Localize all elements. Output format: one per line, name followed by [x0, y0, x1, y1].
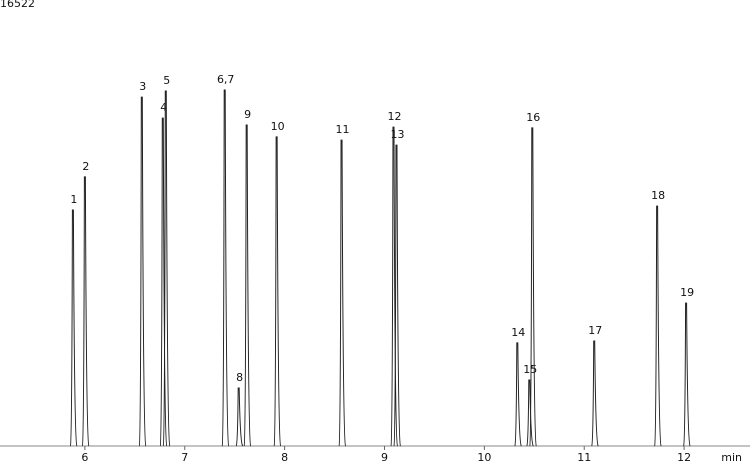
x-tick-label: 10: [477, 451, 491, 464]
peak-label: 1: [70, 193, 77, 206]
peak-label: 17: [588, 324, 602, 337]
peak-label: 5: [163, 74, 170, 87]
peak-label: 9: [244, 108, 251, 121]
peak-label: 4: [160, 101, 167, 114]
peak-label: 19: [680, 286, 694, 299]
y-tick-label: 16522: [0, 0, 35, 10]
peak: [683, 302, 691, 447]
peak: [591, 340, 599, 447]
peak: [69, 209, 78, 447]
peak: [654, 205, 662, 447]
peak: [338, 139, 347, 447]
peak-label: 11: [336, 123, 350, 136]
peak-label: 6,7: [217, 73, 235, 86]
peak-label: 12: [387, 110, 401, 123]
peak: [514, 342, 522, 447]
x-tick-label: 6: [81, 451, 88, 464]
peak: [390, 126, 398, 447]
peak-label: 8: [236, 371, 243, 384]
peak-label: 18: [651, 189, 665, 202]
peak-label: 13: [390, 128, 404, 141]
peak: [138, 96, 147, 447]
x-tick-label: 11: [577, 451, 591, 464]
peak: [162, 90, 171, 447]
x-tick-label: 9: [381, 451, 388, 464]
x-tick-label: 7: [181, 451, 188, 464]
x-unit: min: [721, 451, 742, 464]
peak: [526, 379, 534, 447]
peak: [159, 117, 168, 447]
peak: [243, 124, 252, 447]
peak: [81, 176, 90, 447]
peak-label: 2: [82, 160, 89, 173]
peak: [529, 127, 537, 447]
peak-label: 14: [511, 326, 525, 339]
x-tick-label: 8: [281, 451, 288, 464]
peak-label: 15: [523, 363, 537, 376]
peak: [235, 387, 244, 447]
peak-label: 3: [139, 80, 146, 93]
peak: [273, 136, 282, 447]
peak: [221, 89, 230, 447]
peak-label: 10: [271, 120, 285, 133]
peak: [393, 144, 401, 447]
peak-label: 16: [526, 111, 540, 124]
x-tick-label: 12: [677, 451, 691, 464]
